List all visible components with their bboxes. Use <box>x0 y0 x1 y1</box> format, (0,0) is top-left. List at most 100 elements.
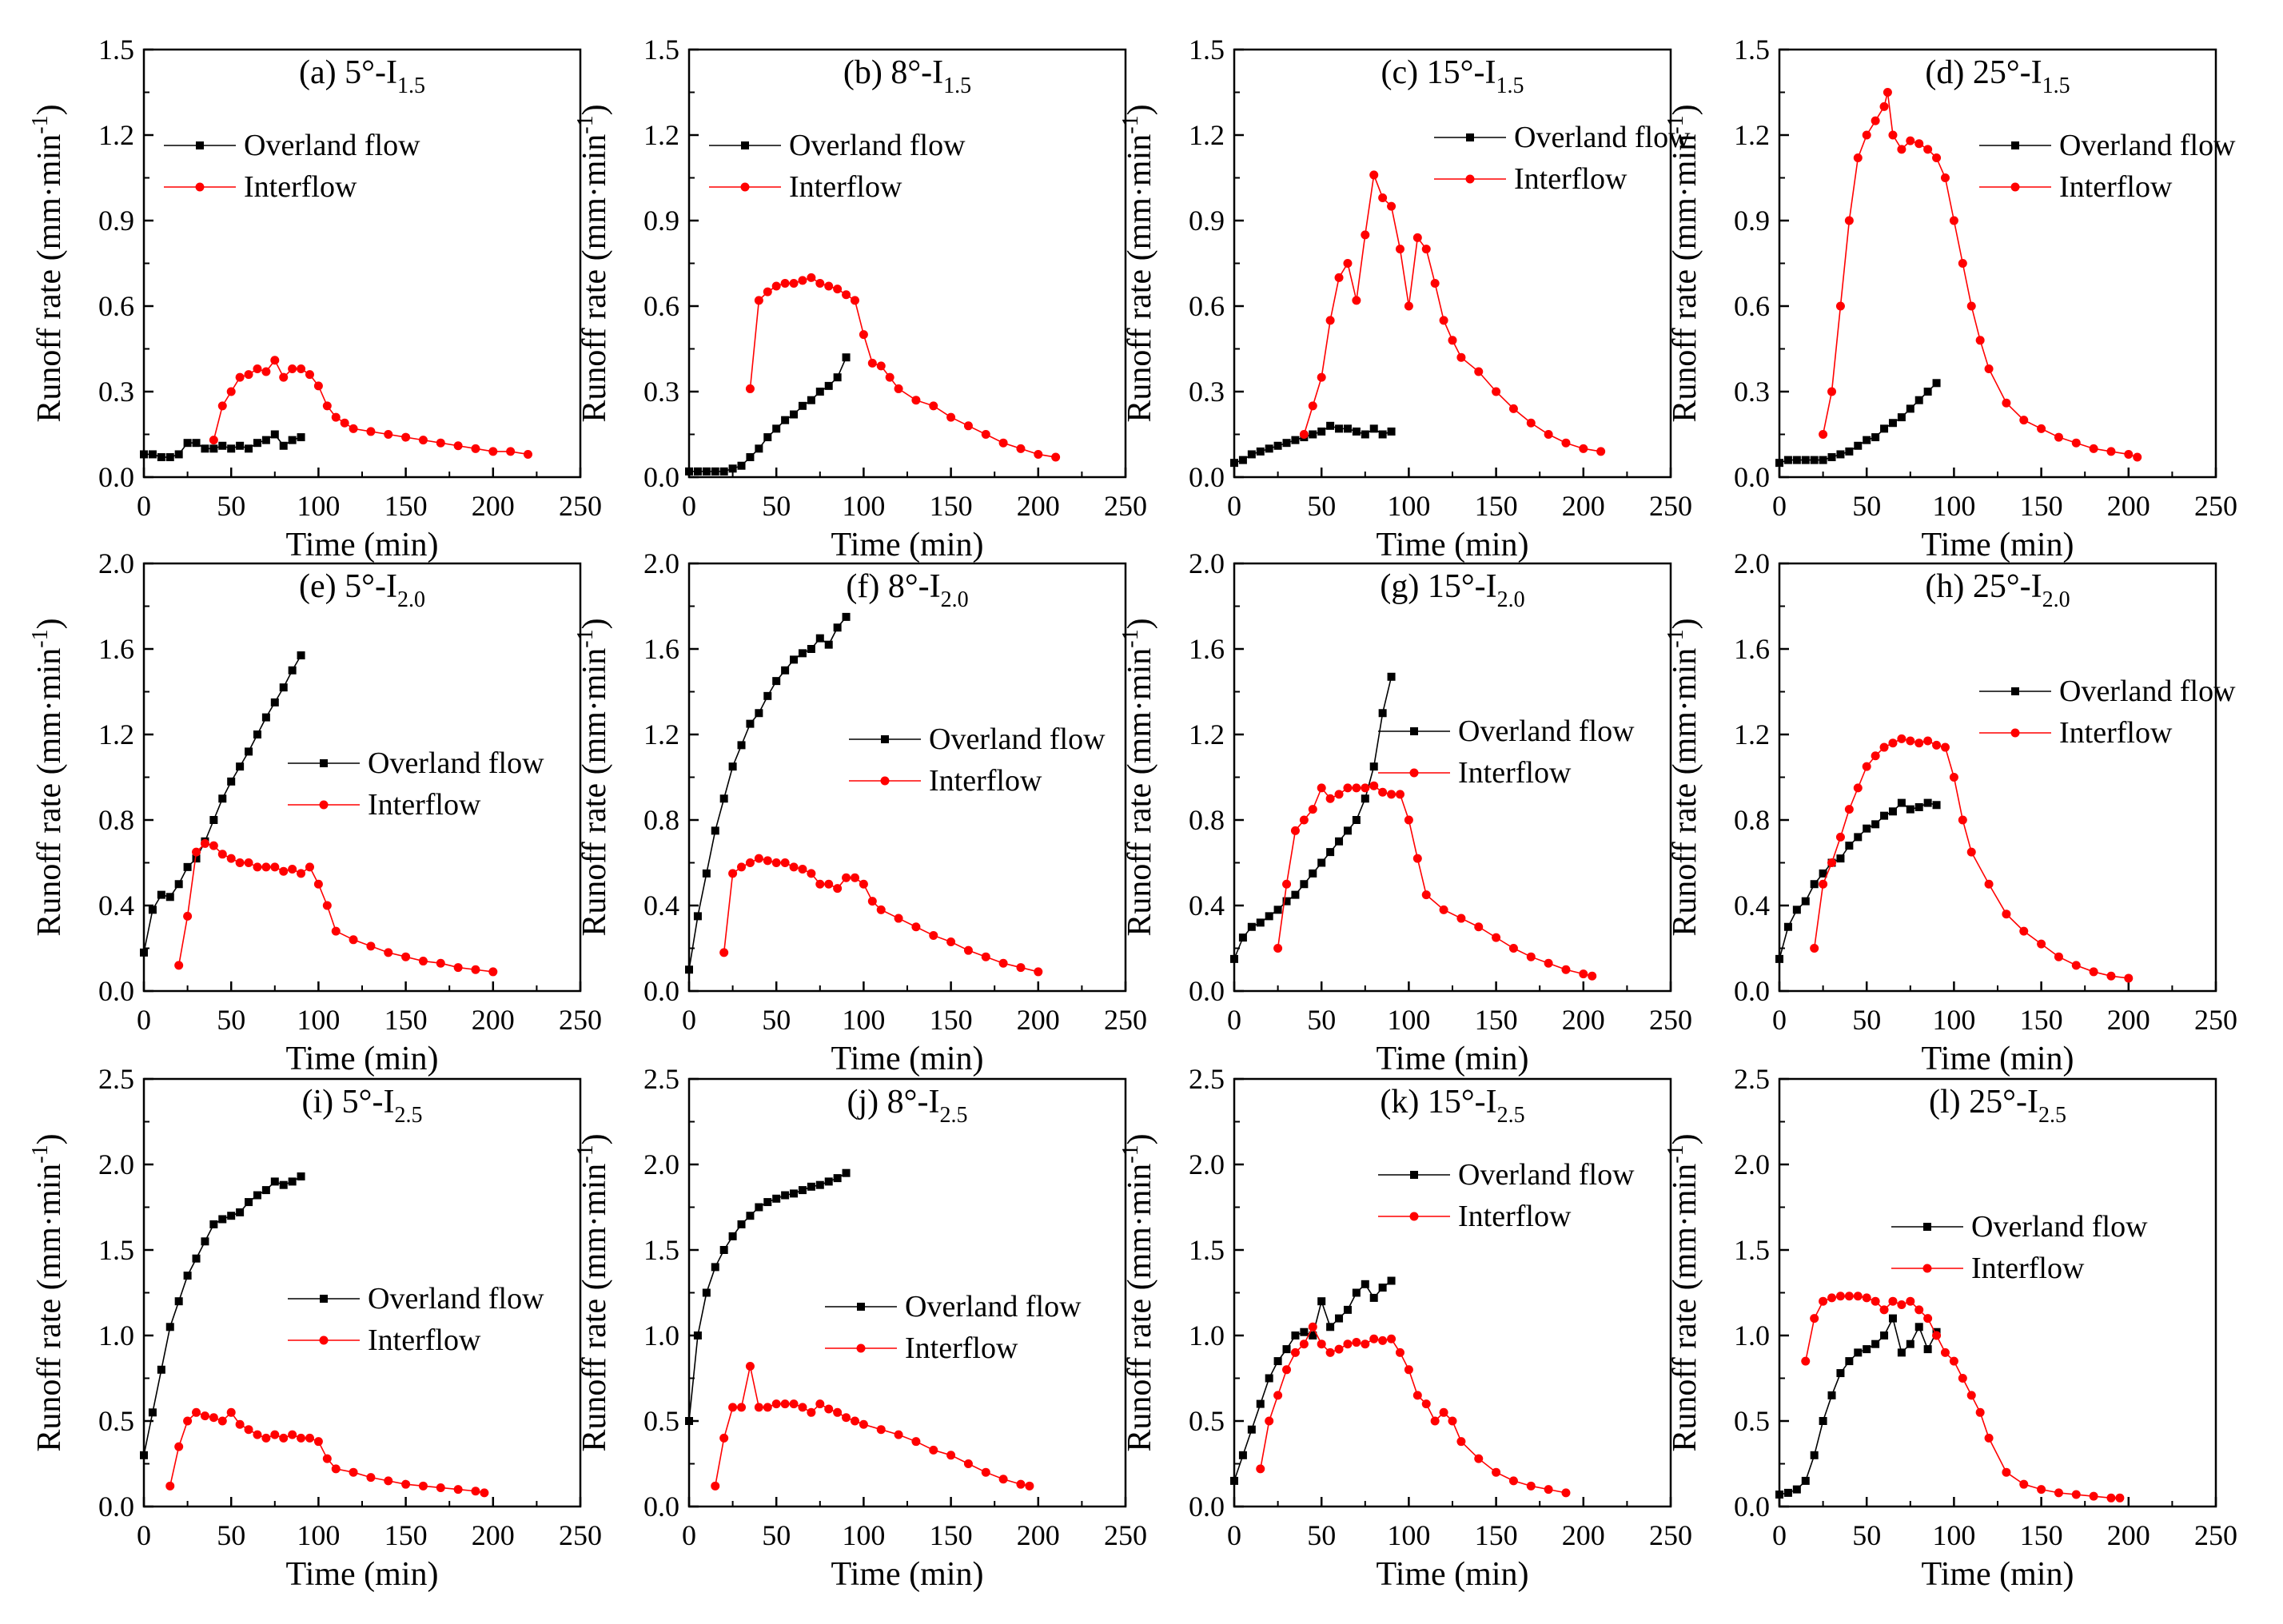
y-tick-label: 0.9 <box>98 205 134 237</box>
overland-flow-line <box>1233 676 1393 960</box>
interflow-point <box>1888 1296 1898 1306</box>
interflow-point <box>1369 170 1379 180</box>
y-axis-label-main: Runoff rate (mm·min <box>576 648 613 937</box>
interflow-point <box>1404 1365 1413 1375</box>
interflow-point <box>235 858 245 867</box>
overland-flow-point <box>1863 1345 1871 1354</box>
overland-flow-point <box>209 1220 218 1228</box>
overland-flow-point <box>1247 1425 1256 1434</box>
overland-flow-point <box>1871 1339 1880 1348</box>
interflow-point <box>911 396 921 405</box>
overland-flow-point <box>711 1263 719 1272</box>
interflow-line <box>1259 1325 1567 1494</box>
x-tick-label: 150 <box>930 490 973 522</box>
legend-overland-marker <box>2011 141 2019 149</box>
interflow-point <box>1395 1347 1404 1357</box>
interflow-point <box>1835 301 1845 311</box>
legend-overland-label: Overland flow <box>929 722 1106 756</box>
interflow-point <box>1034 967 1043 977</box>
x-tick-label: 200 <box>2107 1519 2150 1551</box>
interflow-point <box>719 948 729 957</box>
interflow-point <box>261 1433 271 1443</box>
interflow-point <box>850 1416 859 1426</box>
interflow-point <box>876 1425 886 1435</box>
overland-flow-point <box>1282 897 1291 906</box>
interflow-point <box>963 421 973 431</box>
interflow-point <box>1940 1347 1950 1357</box>
interflow-point <box>798 1403 807 1412</box>
interflow-point <box>824 879 834 889</box>
interflow-point <box>471 1487 480 1496</box>
overland-flow-point <box>253 1191 261 1200</box>
interflow-point <box>815 879 825 889</box>
subplot-title-main: (b) 8°-I <box>843 54 943 91</box>
overland-flow-point <box>685 467 693 476</box>
x-tick-label: 150 <box>384 1519 428 1551</box>
x-tick-label: 100 <box>297 1004 340 1036</box>
overland-flow-point <box>227 777 236 786</box>
overland-flow-point <box>1309 430 1317 439</box>
overland-flow-point <box>261 1186 270 1195</box>
interflow-point <box>2106 971 2116 981</box>
overland-flow-point <box>1230 459 1238 468</box>
x-tick-label: 200 <box>1017 1519 1060 1551</box>
subplot-title-main: (h) 25°-I <box>1925 568 2042 605</box>
interflow-point <box>2002 910 2011 919</box>
y-axis-label-sup: -1 <box>28 1144 53 1163</box>
y-axis-label-sup: -1 <box>1663 629 1688 647</box>
interflow-point <box>929 401 938 411</box>
interflow-point <box>2054 432 2063 442</box>
y-axis-label-main: Runoff rate (mm·min <box>1122 134 1158 423</box>
legend-overland-marker <box>196 141 204 149</box>
interflow-point <box>1862 130 1871 140</box>
overland-flow-point <box>1810 880 1819 889</box>
overland-flow-point <box>1827 453 1836 462</box>
legend-interflow-label: Interflow <box>905 1331 1018 1365</box>
interflow-point <box>200 1411 209 1421</box>
legend-overland-label: Overland flow <box>368 1282 544 1316</box>
x-tick-label: 0 <box>682 490 696 522</box>
y-tick-label: 0.4 <box>1734 890 1770 921</box>
interflow-point <box>1966 847 1976 857</box>
y-tick-label: 0.5 <box>1189 1405 1225 1437</box>
x-tick-label: 0 <box>137 490 151 522</box>
overland-flow-point <box>1343 424 1352 433</box>
overland-flow-point <box>1923 1345 1932 1354</box>
y-axis-label-sup: -1 <box>1118 1144 1143 1163</box>
overland-flow-point <box>279 1180 288 1189</box>
x-tick-label: 100 <box>842 1004 885 1036</box>
legend-interflow-marker <box>2010 182 2020 192</box>
y-axis-label: Runoff rate (mm·min-1) <box>573 618 613 936</box>
legend-interflow-label: Interflow <box>789 170 902 204</box>
subplot-e: 0 50 100 150 200 250 0.0 0.4 0.8 1.2 1.6 2.0 Time (m… <box>28 547 602 1077</box>
subplot-title: (a) 5°-I1.5 <box>299 54 425 98</box>
interflow-line <box>169 1411 485 1494</box>
interflow-point <box>859 1419 868 1429</box>
x-tick-label: 0 <box>137 1004 151 1036</box>
overland-flow-point <box>1819 1417 1827 1425</box>
y-axis-label-sup: -1 <box>1663 1144 1688 1163</box>
y-tick-label: 0.4 <box>1189 890 1225 921</box>
interflow-point <box>1544 1485 1553 1495</box>
subplot-title: (f) 8°-I2.0 <box>846 568 968 612</box>
subplot-k: 0 50 100 150 200 250 0.0 0.5 1.0 1.5 2.0 2.5 Time (m… <box>1118 1063 1692 1593</box>
legend-interflow-label: Interflow <box>244 170 357 204</box>
overland-flow-point <box>192 1254 201 1263</box>
overland-flow-point <box>685 965 693 974</box>
interflow-point <box>1932 153 1942 163</box>
overland-flow-point <box>1317 427 1326 436</box>
interflow-point <box>876 905 886 914</box>
y-tick-label: 1.2 <box>1734 718 1770 750</box>
x-axis-label: Time (min) <box>1922 527 2074 563</box>
x-tick-label: 100 <box>1387 1004 1430 1036</box>
overland-flow-point <box>1880 1331 1889 1339</box>
interflow-point <box>2054 1488 2063 1498</box>
interflow-point <box>1984 364 1994 373</box>
interflow-point <box>754 1403 763 1412</box>
subplot-j: 0 50 100 150 200 250 0.0 0.5 1.0 1.5 2.0 2.5 Time (m… <box>573 1063 1147 1593</box>
interflow-point <box>1897 734 1906 743</box>
y-tick-label: 0.8 <box>1734 804 1770 836</box>
overland-flow-point <box>755 444 763 453</box>
overland-flow-point <box>1309 1331 1317 1339</box>
interflow-point <box>1492 933 1501 942</box>
